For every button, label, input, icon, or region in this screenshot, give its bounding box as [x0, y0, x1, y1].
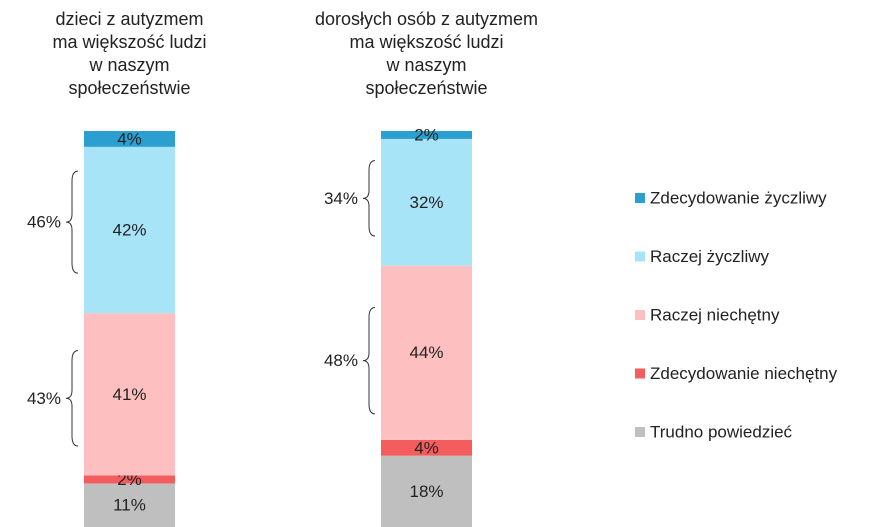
brace	[65, 350, 79, 447]
annotation: 34%	[324, 189, 358, 208]
value-label: 2%	[414, 125, 439, 144]
bar-segment	[381, 131, 472, 139]
value-label: 44%	[409, 343, 443, 362]
legend-label: Raczej życzliwy	[650, 247, 770, 266]
bar-segment	[84, 475, 175, 484]
value-label: 11%	[113, 496, 146, 515]
legend-swatch	[635, 310, 645, 320]
bar-segment	[381, 138, 472, 266]
category-label: dzieci z autyzmem ma większość ludzi w n…	[52, 9, 207, 98]
bar-segment	[84, 131, 175, 147]
brace	[362, 160, 376, 237]
value-label: 4%	[117, 129, 142, 148]
annotation: 48%	[324, 351, 358, 370]
legend-label: Raczej niechętny	[650, 305, 780, 324]
legend-label: Zdecydowanie życzliwy	[650, 188, 827, 207]
value-label: 4%	[414, 438, 439, 457]
legend-swatch	[635, 251, 645, 262]
legend-swatch	[635, 427, 645, 437]
brace	[362, 306, 376, 415]
bar-segment	[84, 146, 175, 314]
legend-label: Zdecydowanie niechętny	[650, 364, 838, 383]
bar-segment	[381, 439, 472, 456]
annotation: 43%	[27, 389, 61, 408]
category-label: dorosłych osób z autyzmem ma większość l…	[314, 9, 539, 98]
value-label: 42%	[112, 220, 146, 239]
value-label: 41%	[112, 385, 146, 404]
legend-swatch	[635, 193, 645, 203]
legend-swatch	[635, 368, 645, 379]
bar-segment	[381, 455, 472, 527]
bar-segment	[381, 265, 472, 440]
legend-label: Trudno powiedzieć	[650, 422, 793, 441]
value-label: 18%	[409, 482, 443, 501]
brace	[65, 170, 79, 274]
bar-segment	[84, 483, 175, 527]
value-label: 32%	[409, 193, 443, 212]
annotation: 46%	[27, 213, 61, 232]
bar-segment	[84, 313, 175, 476]
